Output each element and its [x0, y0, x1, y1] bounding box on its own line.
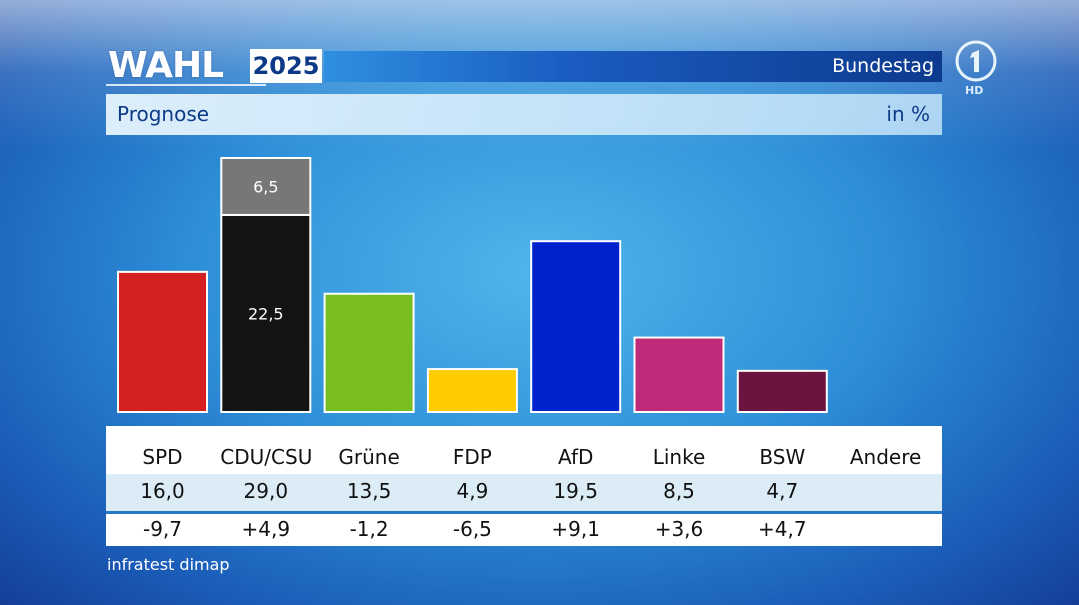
results-table: SPD 16,0 -9,7 CDU/CSU 29,0 +4,9 Grüne 13,5 -1,2 F…	[106, 426, 942, 546]
party-label: Linke	[652, 445, 706, 469]
bar-bsw	[736, 369, 828, 413]
value-label: 4,9	[456, 479, 489, 503]
party-label: Andere	[849, 445, 922, 469]
source-label: infratest dimap	[107, 555, 230, 574]
change-label: -1,2	[349, 517, 389, 541]
subheader-bar: Prognose in %	[106, 94, 942, 135]
wahl-logo-underline	[106, 84, 266, 86]
party-row	[106, 426, 942, 474]
change-label: +3,6	[654, 517, 704, 541]
bundestag-label: Bundestag	[832, 55, 934, 77]
chart-title: Prognose	[117, 102, 210, 126]
value-label: 13,5	[346, 479, 392, 503]
bar-label-cdu: 22,5	[248, 304, 284, 323]
value-label: 19,5	[553, 479, 598, 503]
change-label: +9,1	[551, 517, 600, 541]
year-badge: 2025	[250, 49, 322, 83]
wahl-logo: WAHL	[108, 45, 224, 86]
value-label: 8,5	[663, 479, 695, 503]
change-label: -6,5	[452, 517, 492, 541]
bar-afd	[530, 240, 622, 413]
bar-csu	[220, 157, 312, 216]
change-label: -9,7	[142, 517, 183, 541]
party-label: FDP	[452, 445, 492, 469]
value-label: 4,7	[766, 479, 799, 503]
bar-spd	[117, 270, 208, 413]
bar-label-csu: 6,5	[253, 177, 278, 196]
bar-linke	[633, 336, 725, 413]
change-row	[106, 514, 942, 546]
party-label: AfD	[557, 445, 594, 469]
hd-badge: HD	[965, 84, 984, 97]
party-label: Grüne	[338, 445, 400, 469]
bar-cdu	[220, 213, 312, 413]
unit-label: in %	[886, 102, 930, 126]
change-label: +4,7	[758, 517, 807, 541]
party-label: CDU/CSU	[220, 445, 313, 469]
value-row	[106, 474, 942, 511]
header-bar: Bundestag	[324, 51, 942, 82]
change-label: +4,9	[241, 517, 291, 541]
row-divider	[106, 511, 942, 514]
value-label: 16,0	[140, 479, 185, 503]
value-label: 29,0	[243, 479, 289, 503]
party-label: SPD	[142, 445, 183, 469]
bar-fdp	[426, 368, 518, 414]
channel-logo-icon	[955, 40, 997, 82]
bar-gr-ne	[323, 292, 415, 413]
header: WAHL 2025 Bundestag	[106, 45, 942, 86]
party-label: BSW	[759, 445, 806, 469]
